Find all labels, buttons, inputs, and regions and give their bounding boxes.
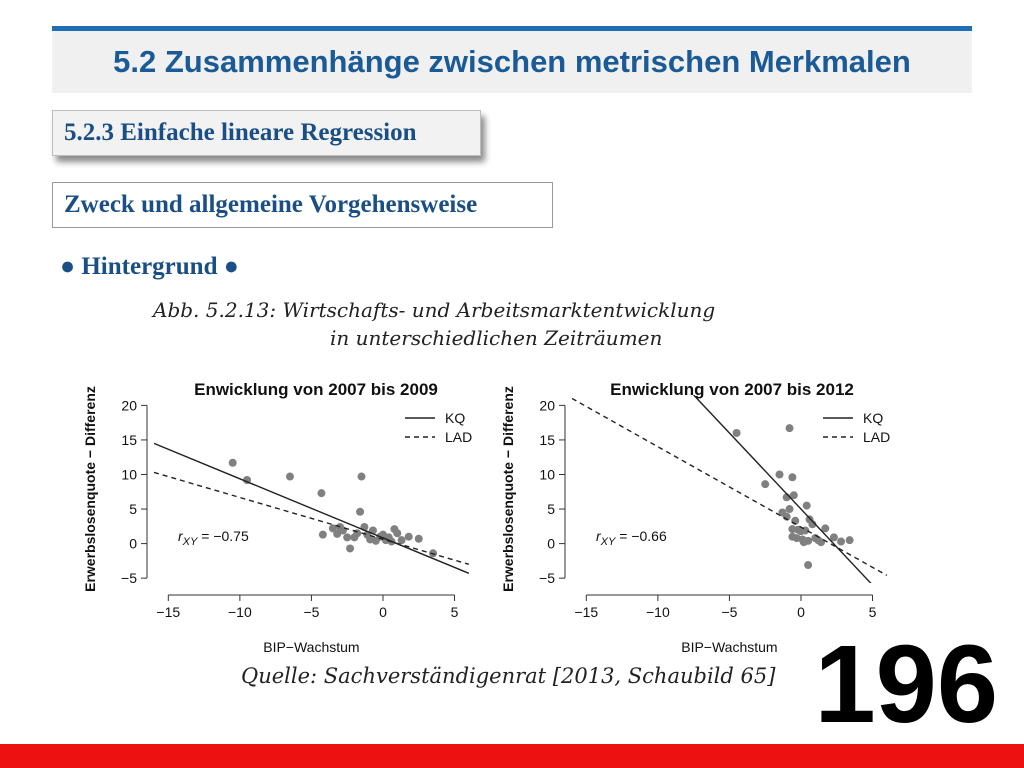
kq-regression-line (154, 442, 470, 574)
x-tick-label: 0 (379, 604, 387, 620)
y-tick-label: 10 (121, 466, 137, 482)
y-tick-label: −5 (539, 570, 555, 586)
y-tick-label: 20 (121, 397, 137, 413)
y-tick-label: 5 (129, 501, 137, 517)
data-point (788, 532, 797, 541)
data-point (404, 532, 413, 541)
y-tick-label: 15 (539, 432, 555, 448)
x-tick-label: −10 (228, 604, 252, 620)
x-tick-label: −15 (156, 604, 180, 620)
data-point (328, 524, 337, 533)
legend-label: KQ (863, 410, 883, 426)
x-tick-label: 5 (451, 604, 459, 620)
data-point (761, 480, 770, 489)
data-point (397, 536, 406, 545)
y-axis-label: Erwerbslosenquote − Differenz (500, 386, 516, 592)
data-point (804, 561, 813, 570)
data-point (785, 505, 794, 514)
data-point (837, 537, 846, 546)
chart-title: Enwicklung von 2007 bis 2009 (194, 380, 438, 399)
data-point (789, 491, 798, 500)
data-point (346, 544, 355, 553)
legend-label: KQ (445, 410, 465, 426)
x-tick-label: 5 (869, 604, 877, 620)
data-point (393, 529, 402, 538)
y-tick-label: 0 (547, 536, 555, 552)
data-point (785, 424, 794, 433)
x-tick-label: −5 (303, 604, 319, 620)
bullet-heading: ● Hintergrund ● (60, 253, 239, 280)
data-point (285, 472, 294, 481)
data-point (732, 429, 741, 438)
subsection-label: 5.2.3 Einfache lineare Regression (64, 119, 417, 146)
data-point (845, 536, 854, 545)
page-number: 196 (814, 623, 998, 746)
top-accent-line (52, 26, 972, 31)
figure-caption-line2: in unterschiedlichen Zeiträumen (330, 326, 663, 350)
source-citation: Quelle: Sachverständigenrat [2013, Schau… (241, 664, 776, 688)
section-box: Zweck und allgemeine Vorgehensweise (52, 182, 553, 228)
data-point (318, 530, 327, 539)
lad-regression-line (572, 397, 888, 577)
data-point (357, 472, 366, 481)
x-tick-label: −15 (574, 604, 598, 620)
bottom-accent-bar (0, 744, 1024, 768)
data-point (414, 534, 423, 543)
data-point (788, 473, 797, 482)
y-tick-label: 0 (129, 536, 137, 552)
subsection-box: 5.2.3 Einfache lineare Regression (52, 110, 481, 156)
legend-label: LAD (445, 429, 472, 445)
data-point (343, 533, 352, 542)
data-point (775, 470, 784, 479)
y-tick-label: 15 (121, 432, 137, 448)
data-point (808, 520, 817, 529)
slide-title: 5.2 Zusammenhänge zwischen metrischen Me… (113, 44, 911, 79)
lad-regression-line (154, 471, 470, 566)
data-point (804, 536, 813, 545)
data-point (317, 489, 326, 498)
legend-label: LAD (863, 429, 890, 445)
correlation-annotation: rXY = −0.75 (178, 528, 249, 548)
x-tick-label: −10 (646, 604, 670, 620)
x-axis-label: BIP−Wachstum (681, 639, 777, 655)
x-tick-label: −5 (721, 604, 737, 620)
data-point (356, 507, 365, 516)
y-tick-label: 5 (547, 501, 555, 517)
title-bar: 5.2 Zusammenhänge zwischen metrischen Me… (52, 31, 972, 93)
chart-title: Enwicklung von 2007 bis 2012 (610, 380, 854, 399)
data-point (228, 458, 237, 467)
data-point (821, 524, 830, 533)
y-tick-label: 10 (539, 466, 555, 482)
figure-caption-line1: Abb. 5.2.13: Wirtschafts- und Arbeitsmar… (153, 298, 716, 322)
x-tick-label: 0 (797, 604, 805, 620)
section-label: Zweck und allgemeine Vorgehensweise (64, 191, 478, 218)
kq-regression-line (693, 395, 872, 583)
y-tick-label: 20 (539, 397, 555, 413)
data-point (802, 501, 811, 510)
y-tick-label: −5 (121, 570, 137, 586)
y-axis-label: Erwerbslosenquote − Differenz (82, 386, 98, 592)
data-point (829, 533, 838, 542)
correlation-annotation: rXY = −0.66 (596, 528, 667, 548)
x-axis-label: BIP−Wachstum (263, 639, 359, 655)
